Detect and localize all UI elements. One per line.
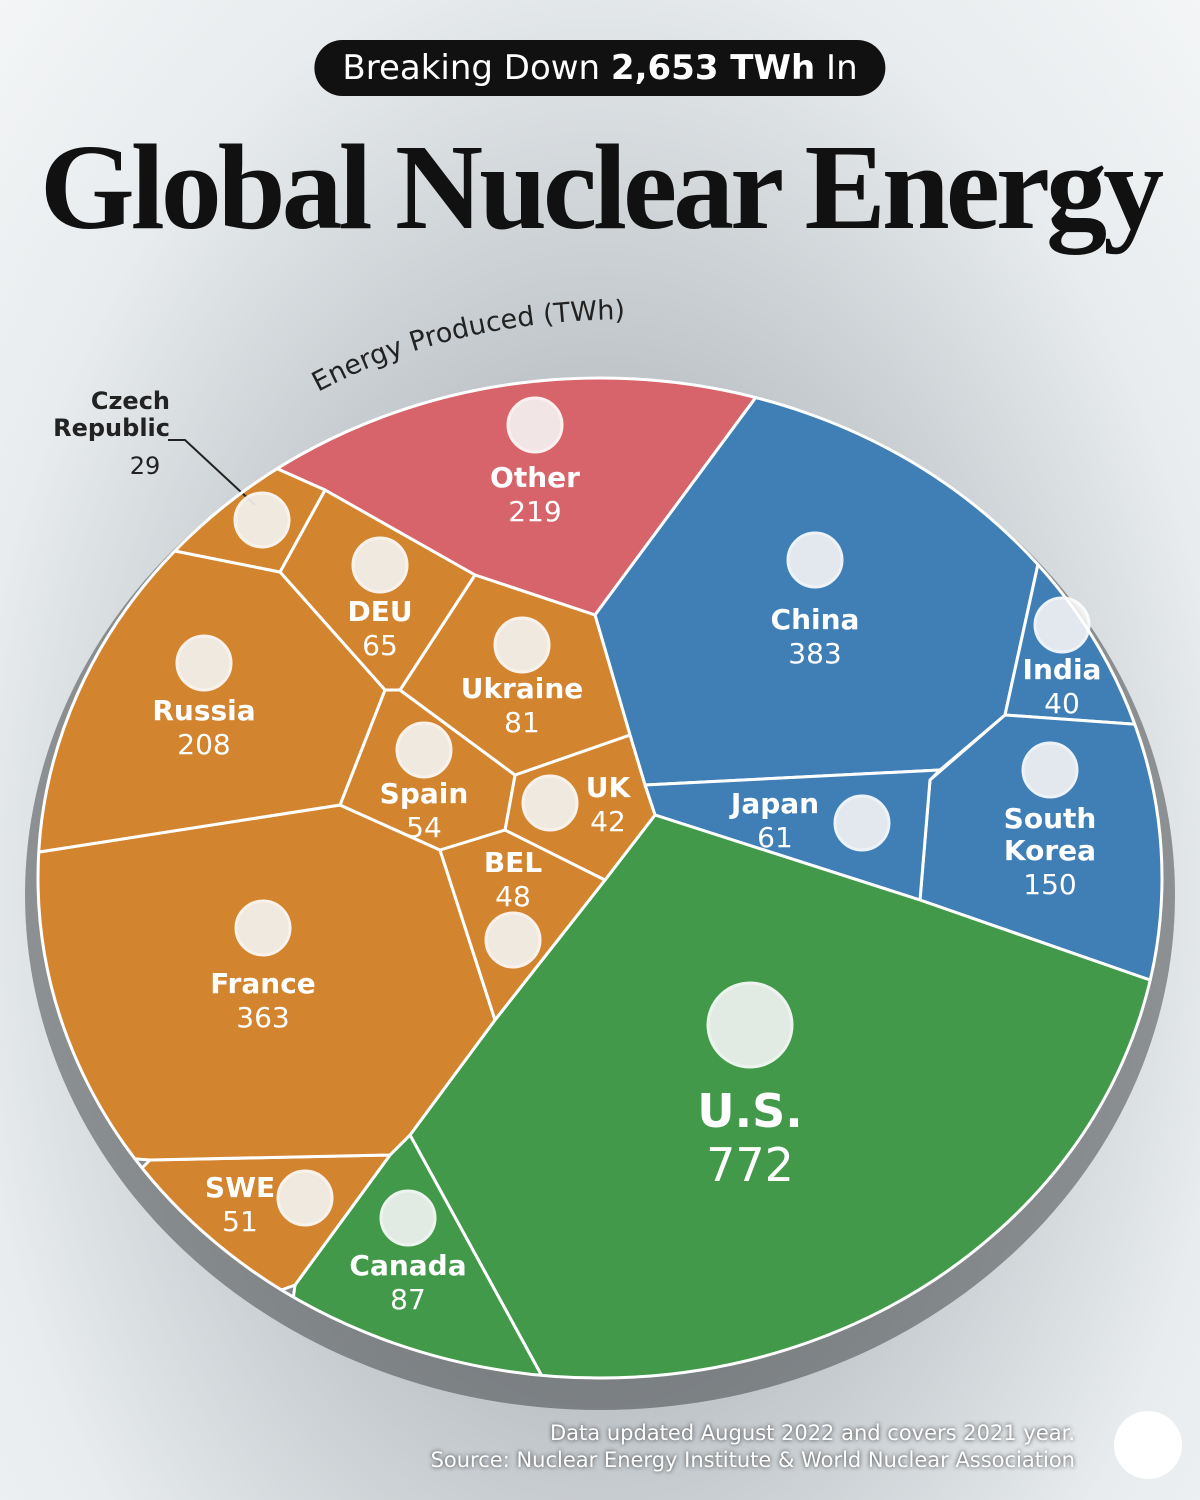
category-label: BEL [483,846,543,879]
flag [484,911,542,969]
category-label: France [210,967,316,1000]
flag [395,721,453,779]
value-label: 383 [788,637,842,670]
flag [175,634,233,692]
flag [521,774,579,832]
flag [379,1189,437,1247]
value-label: 29 [129,452,161,480]
flag [234,899,292,957]
value-label: 87 [390,1283,426,1316]
value-label: 54 [406,811,442,844]
flag [833,794,891,852]
value-label: 42 [590,805,626,838]
category-label: Spain [379,777,469,810]
flag [506,396,564,454]
flag [786,531,844,589]
value-label: 363 [236,1001,290,1034]
header-suffix: In [826,48,858,88]
category-label: Japan [730,787,820,820]
category-label: U.S. [697,1084,803,1138]
header-highlight: 2,653 TWh [610,48,816,88]
flag [493,616,551,674]
value-label: 40 [1044,687,1080,720]
category-label: Ukraine [460,672,584,705]
logo [1114,1411,1182,1479]
category-label: UK [585,771,631,804]
category-label: India [1022,653,1102,686]
footer: Data updated August 2022 and covers 2021… [431,1420,1075,1474]
leader-line [168,439,256,506]
flag [351,536,409,594]
category-label: Czech Republic [53,387,170,442]
chart-title: Global Nuclear Energy [39,120,1164,255]
category-label: SWE [204,1171,276,1204]
header-prefix: Breaking Down [342,48,601,88]
footer-source: Source: Nuclear Energy Institute & World… [430,1448,1075,1472]
value-label: 48 [495,880,531,913]
category-label: Russia [152,694,256,727]
flag [706,981,794,1069]
flag [233,491,291,549]
flag [276,1169,334,1227]
category-label: Other [490,461,580,494]
header-pill: Breaking Down 2,653 TWh In [314,40,886,96]
value-label: 772 [706,1138,794,1192]
flag [1033,596,1091,654]
circle-outline [36,376,1164,1380]
category-label: South Korea [1003,802,1097,867]
value-label: 65 [362,629,398,662]
value-label: 208 [177,728,231,761]
value-label: 81 [504,706,540,739]
value-label: 219 [508,495,562,528]
value-label: 150 [1023,868,1077,901]
category-label: China [770,603,860,636]
value-label: 61 [757,821,793,854]
value-label: 51 [222,1205,258,1238]
footer-note: Data updated August 2022 and covers 2021… [550,1421,1075,1445]
category-label: Canada [349,1249,467,1282]
flag [1021,741,1079,799]
category-label: DEU [347,595,413,628]
